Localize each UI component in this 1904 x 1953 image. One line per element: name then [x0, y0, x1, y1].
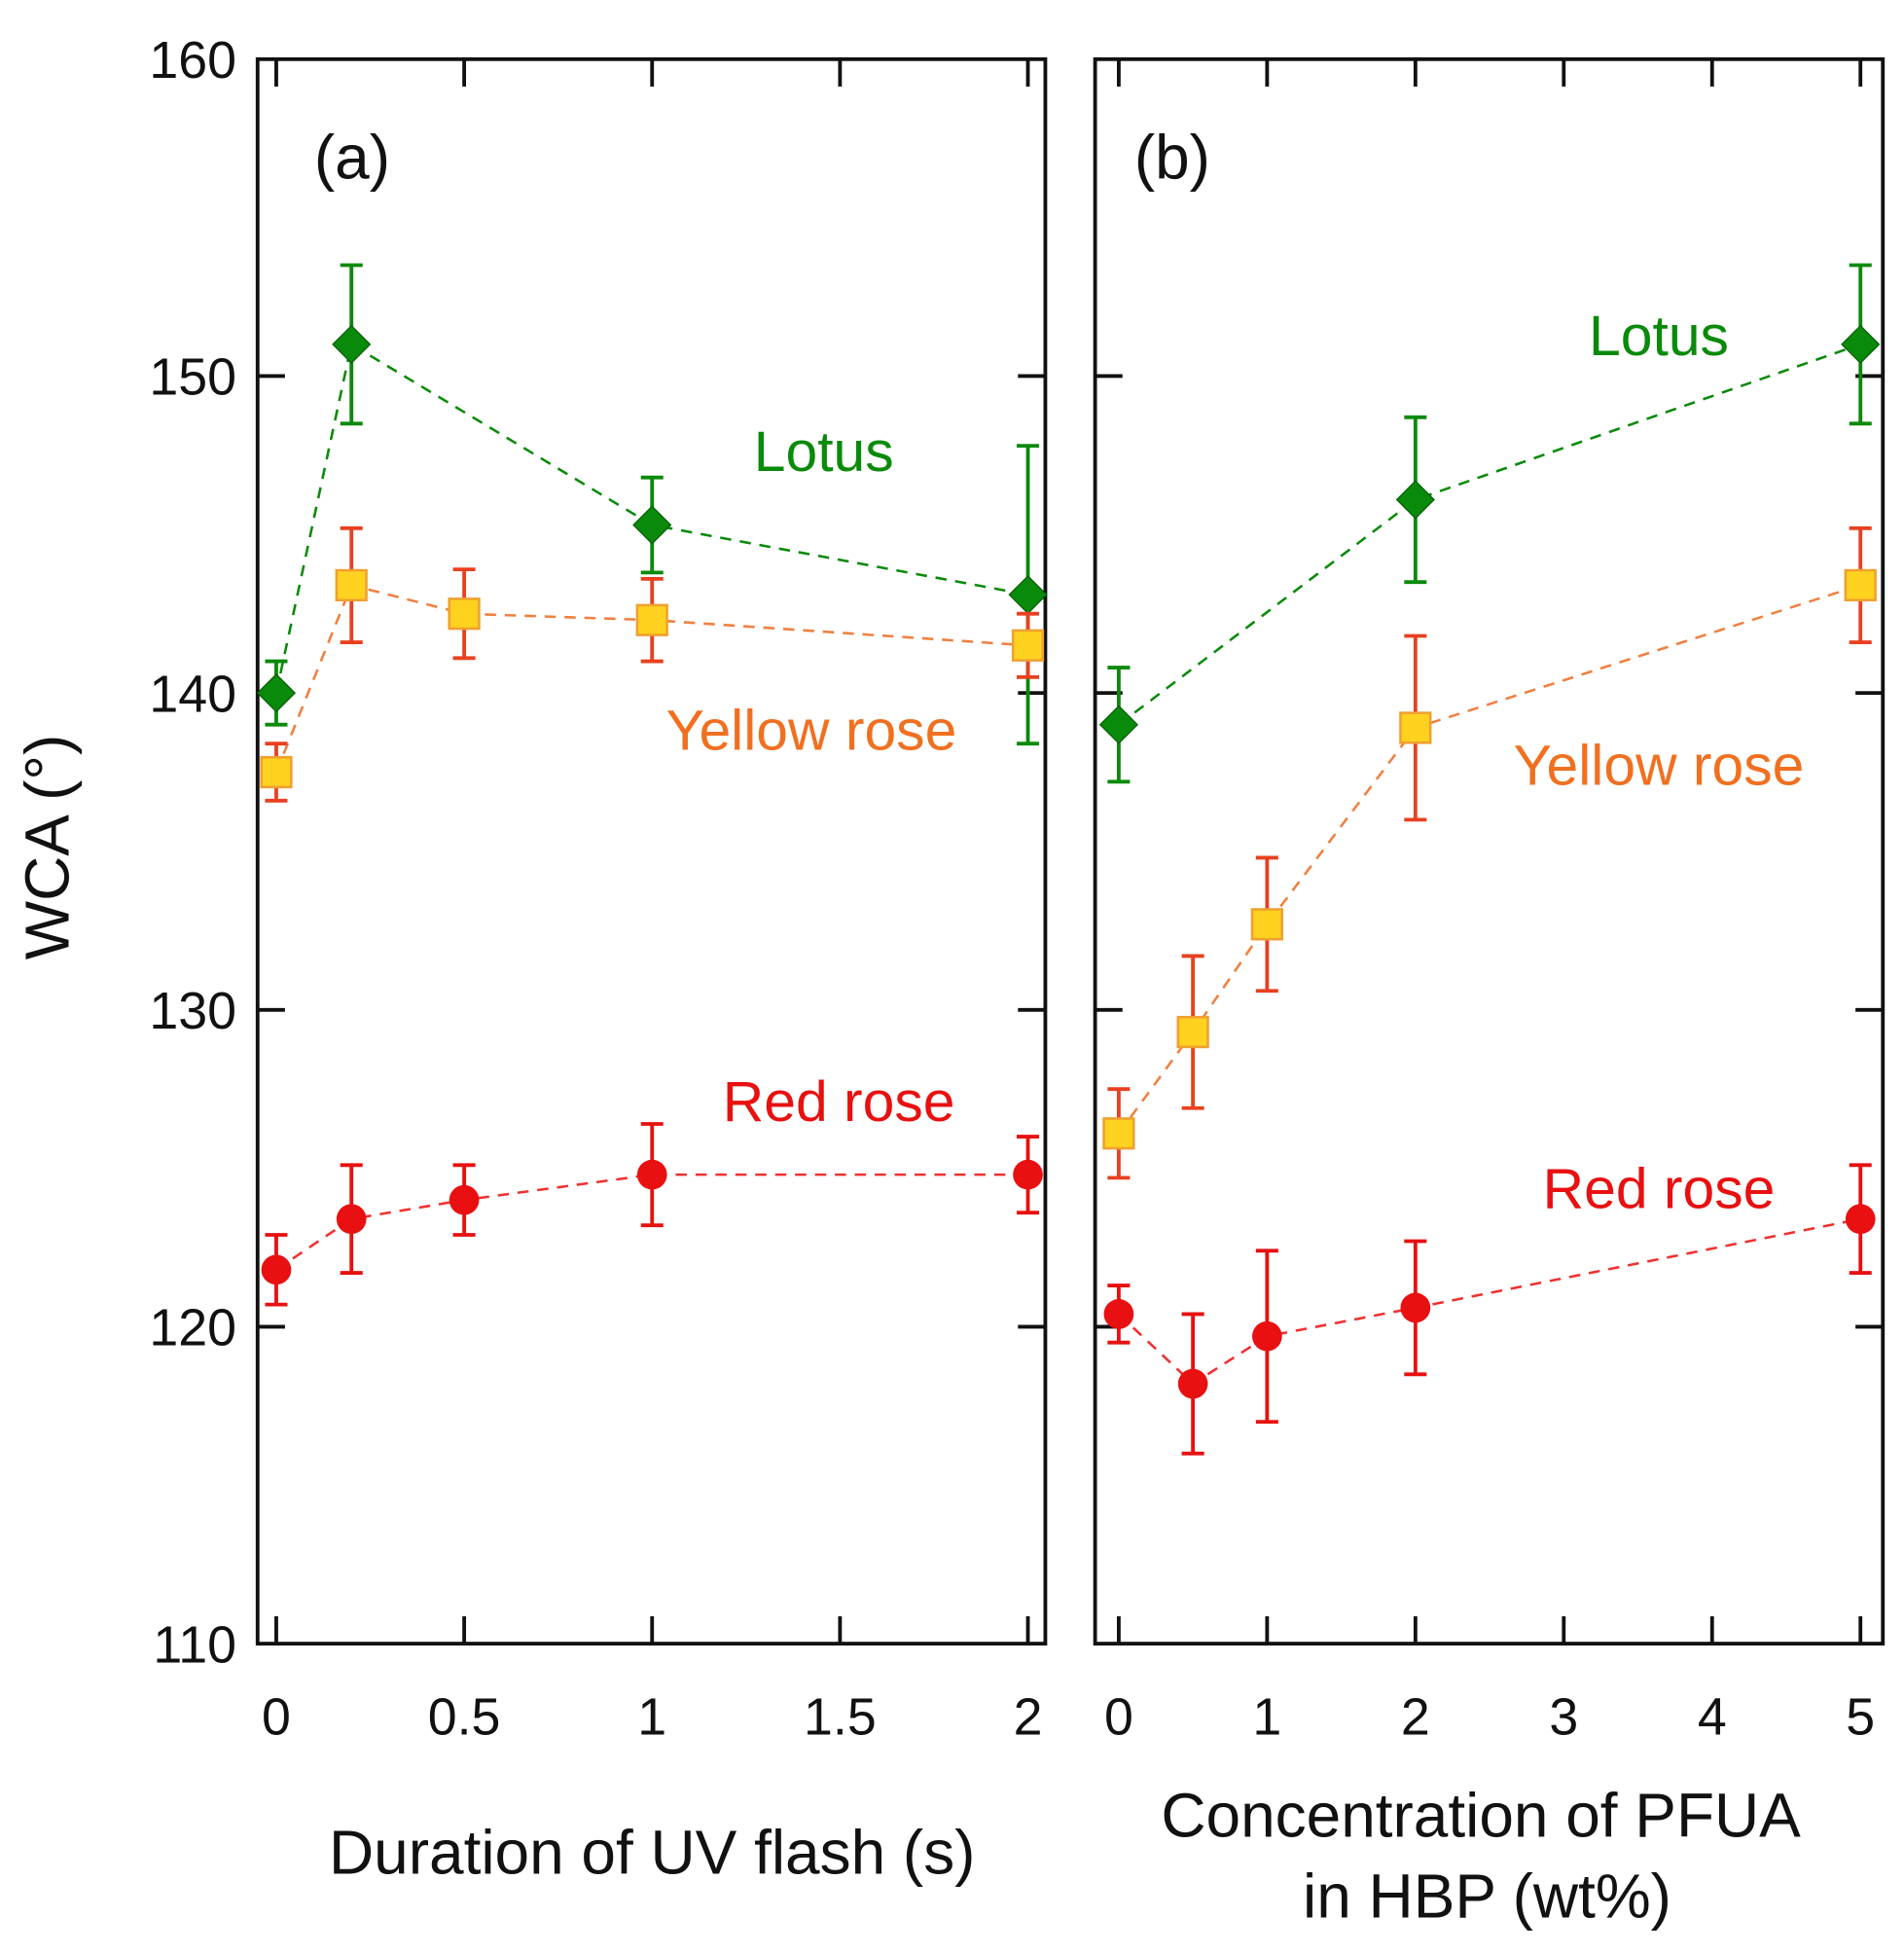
data-point-square	[1011, 629, 1045, 662]
x-tick-label: 0	[262, 1687, 291, 1746]
data-point-circle	[1845, 1204, 1876, 1235]
x-tick-label: 5	[1846, 1687, 1875, 1746]
data-point-square	[260, 755, 293, 789]
data-point-square	[635, 603, 668, 636]
series-line	[1117, 584, 1861, 1135]
x-tick-label: 1	[1252, 1687, 1281, 1746]
x-tick-label: 2	[1014, 1687, 1043, 1746]
panel-b: 0 1 2 3 4 5 (b) Lotus Yellow rose Red rose	[1093, 56, 1886, 1746]
x-tick-label: 3	[1549, 1687, 1578, 1746]
plot-frame	[1093, 56, 1886, 1646]
data-point-circle	[1252, 1320, 1282, 1352]
y-tick-label: 150	[149, 348, 236, 407]
series-label: Red rose	[723, 1070, 955, 1134]
y-tick-label: 140	[149, 665, 236, 723]
data-point-square	[448, 597, 481, 631]
data-point-diamond	[256, 673, 297, 713]
data-point-circle	[1177, 1368, 1208, 1399]
data-point-diamond	[632, 505, 672, 545]
data-point-circle	[636, 1159, 667, 1190]
data-point-diamond	[1098, 705, 1138, 744]
series-yellow-rose: Yellow rose	[1102, 525, 1877, 1180]
x-tick-label: 0.5	[428, 1687, 501, 1746]
x-axis-title-b-line1: Concentration of PFUA	[1161, 1780, 1801, 1850]
data-point-circle	[1400, 1292, 1431, 1323]
data-point-square	[1176, 1015, 1209, 1049]
data-point-square	[1399, 711, 1432, 744]
panel-label: (b)	[1134, 123, 1210, 193]
series-line	[1118, 343, 1861, 726]
data-point-circle	[1103, 1299, 1134, 1329]
series-line	[274, 342, 1028, 694]
series-lotus: Lotus	[256, 263, 1048, 746]
x-tick-label: 1.5	[804, 1687, 877, 1746]
y-tick-label: 110	[153, 1615, 236, 1674]
y-axis-title: WCA (°)	[12, 735, 82, 960]
series-label: Red rose	[1543, 1157, 1776, 1220]
series-lotus: Lotus	[1098, 263, 1881, 784]
plot-frame	[255, 56, 1048, 1646]
panel-label: (a)	[314, 123, 390, 193]
x-tick-label: 2	[1401, 1687, 1430, 1746]
data-point-circle	[261, 1254, 292, 1285]
series-red-rose: Red rose	[261, 1070, 1043, 1307]
series-label: Yellow rose	[666, 700, 957, 763]
data-point-diamond	[1841, 324, 1881, 364]
series-line	[1118, 1217, 1861, 1386]
data-point-square	[1250, 908, 1283, 941]
y-tick-label: 160	[149, 31, 236, 90]
series-yellow-rose: Yellow rose	[260, 525, 1045, 803]
series-label: Yellow rose	[1514, 735, 1805, 798]
data-point-circle	[1013, 1159, 1043, 1190]
data-point-circle	[336, 1204, 367, 1235]
x-tick-label: 0	[1104, 1687, 1133, 1746]
x-tick-label: 1	[637, 1687, 666, 1746]
series-label: Lotus	[1589, 305, 1729, 368]
data-point-square	[1102, 1117, 1135, 1150]
y-tick-label: 120	[149, 1299, 236, 1357]
series-red-rose: Red rose	[1103, 1157, 1876, 1456]
x-tick-label: 4	[1698, 1687, 1727, 1746]
panel-a: 0 0.5 1 1.5 2 110 120 130 140 150 160 (a) Lotus Yello…	[149, 31, 1048, 1746]
data-point-square	[335, 568, 368, 602]
data-point-diamond	[1395, 480, 1435, 520]
data-point-circle	[449, 1184, 480, 1215]
data-point-square	[1844, 568, 1877, 602]
x-axis-title-a: Duration of UV flash (s)	[329, 1818, 975, 1888]
data-point-diamond	[332, 324, 372, 364]
x-axis-title-b-line2: in HBP (wt%)	[1303, 1861, 1671, 1931]
y-tick-label: 130	[149, 982, 236, 1040]
series-label: Lotus	[754, 420, 894, 484]
data-point-diamond	[1008, 575, 1048, 615]
